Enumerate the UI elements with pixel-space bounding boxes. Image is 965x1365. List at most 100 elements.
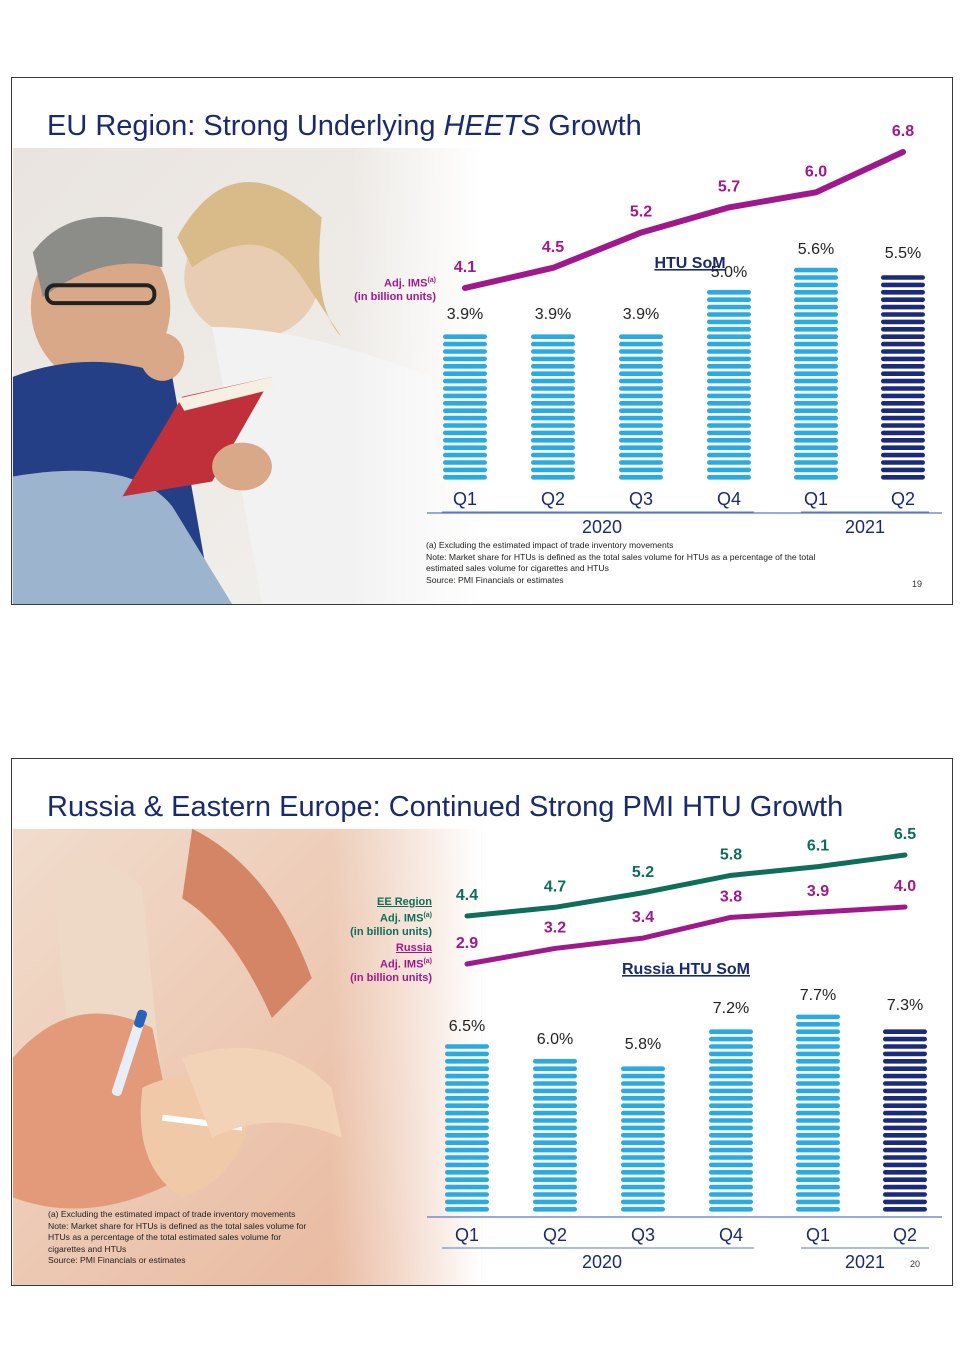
bar-stripe (533, 1155, 577, 1160)
bar-stripe (881, 297, 925, 302)
bar-stripe (796, 1014, 840, 1020)
bar-stripe (794, 452, 838, 458)
bar-stripe (619, 452, 663, 458)
bar-stripe (883, 1044, 927, 1049)
bar-stripe (796, 1110, 840, 1116)
title-part-1: EU Region: Strong Underlying (47, 110, 444, 142)
bar-stripe (619, 460, 663, 465)
bar-stripe (707, 445, 751, 450)
footnotes: (a) Excluding the estimated impact of tr… (426, 540, 815, 586)
bar-stripe (533, 1103, 577, 1108)
bar (531, 334, 575, 480)
line-value-label: 5.2 (630, 204, 652, 221)
slide-russia-ee: Russia & Eastern Europe: Continued Stron… (11, 758, 953, 1286)
bar-stripe (621, 1140, 665, 1145)
bar-stripe (881, 401, 925, 406)
bar-stripe (794, 430, 838, 436)
series-line (464, 852, 908, 919)
bar-stripe (794, 275, 838, 280)
bar-stripe (794, 349, 838, 354)
bar-stripe (883, 1125, 927, 1131)
bar-stripe (707, 467, 751, 473)
bar-stripe (443, 445, 487, 450)
bar-stripe (881, 327, 925, 332)
bar-stripe (794, 371, 838, 376)
bar-value-label: 6.5% (449, 1018, 485, 1035)
bar-stripe (443, 386, 487, 391)
bar-stripe (619, 364, 663, 369)
bar-stripe (707, 312, 751, 317)
year-label: 2021 (845, 517, 885, 537)
bar-stripe (796, 1207, 840, 1212)
bar-stripe (709, 1036, 753, 1042)
bar-stripe (707, 408, 751, 413)
bar-stripe (881, 445, 925, 450)
bar-stripe (707, 415, 751, 421)
bar-stripe (883, 1036, 927, 1042)
bar-stripe (881, 408, 925, 413)
bar-stripe (621, 1192, 665, 1197)
bar-stripe (883, 1110, 927, 1116)
bar-stripe (533, 1088, 577, 1094)
bar-stripe (707, 349, 751, 354)
bar-stripe (531, 386, 575, 391)
bar-stripe (443, 378, 487, 384)
bar-stripe (881, 364, 925, 369)
bar-stripe (796, 1140, 840, 1145)
bar-stripe (707, 341, 751, 347)
line-value-label: 6.5 (894, 826, 916, 843)
bar-stripe (619, 341, 663, 347)
bar-stripe (796, 1059, 840, 1064)
footnote-source: Source: PMI Financials or estimates (426, 574, 564, 585)
som-series-label: HTU SoM (654, 255, 725, 272)
bar-stripe (443, 452, 487, 458)
bar-stripe (443, 423, 487, 428)
bar-stripe (883, 1088, 927, 1094)
bar-stripe (707, 327, 751, 332)
bar-value-label: 7.3% (887, 997, 923, 1014)
bar-stripe (443, 467, 487, 473)
x-tick-label: Q3 (629, 489, 653, 509)
bar-stripe (531, 423, 575, 428)
bar-stripe (881, 356, 925, 362)
bar-stripe (443, 415, 487, 421)
bar-stripe (445, 1192, 489, 1197)
bar-stripe (619, 475, 663, 480)
bar-stripe (796, 1177, 840, 1182)
bar-stripe (709, 1199, 753, 1205)
bar-stripe (709, 1044, 753, 1049)
bar-stripe (707, 319, 751, 325)
bar-stripe (883, 1162, 927, 1168)
bar-stripe (445, 1199, 489, 1205)
footnote-source: Source: PMI Financials or estimates (48, 1255, 186, 1265)
bar-stripe (883, 1103, 927, 1108)
bar-stripe (445, 1110, 489, 1116)
bar-value-label: 3.9% (535, 306, 571, 323)
bar-stripe (883, 1207, 927, 1212)
bar-stripe (619, 408, 663, 413)
slide-title: Russia & Eastern Europe: Continued Stron… (47, 791, 844, 823)
bar-stripe (531, 341, 575, 347)
bar-stripe (881, 304, 925, 310)
bar-stripe (531, 475, 575, 480)
ee-adj-ims-sup: (a) (423, 912, 432, 919)
bar-stripe (531, 415, 575, 421)
line-value-label: 3.9 (807, 883, 829, 900)
bar-stripe (707, 423, 751, 428)
bar-stripe (707, 334, 751, 339)
bar (709, 1029, 753, 1212)
bar-stripe (445, 1073, 489, 1079)
bar-stripe (443, 341, 487, 347)
bar-stripe (445, 1059, 489, 1064)
bar-stripe (621, 1207, 665, 1212)
bar-stripe (709, 1207, 753, 1212)
line-value-label: 6.8 (892, 123, 914, 140)
x-tick-label: Q4 (719, 1225, 743, 1245)
bar-stripe (794, 386, 838, 391)
bar-stripe (881, 275, 925, 280)
bar-stripe (881, 452, 925, 458)
x-tick-label: Q1 (453, 489, 477, 509)
adj-ims-unit: (in billion units) (354, 290, 436, 303)
bar-value-label: 3.9% (447, 306, 483, 323)
bar-stripe (881, 334, 925, 339)
